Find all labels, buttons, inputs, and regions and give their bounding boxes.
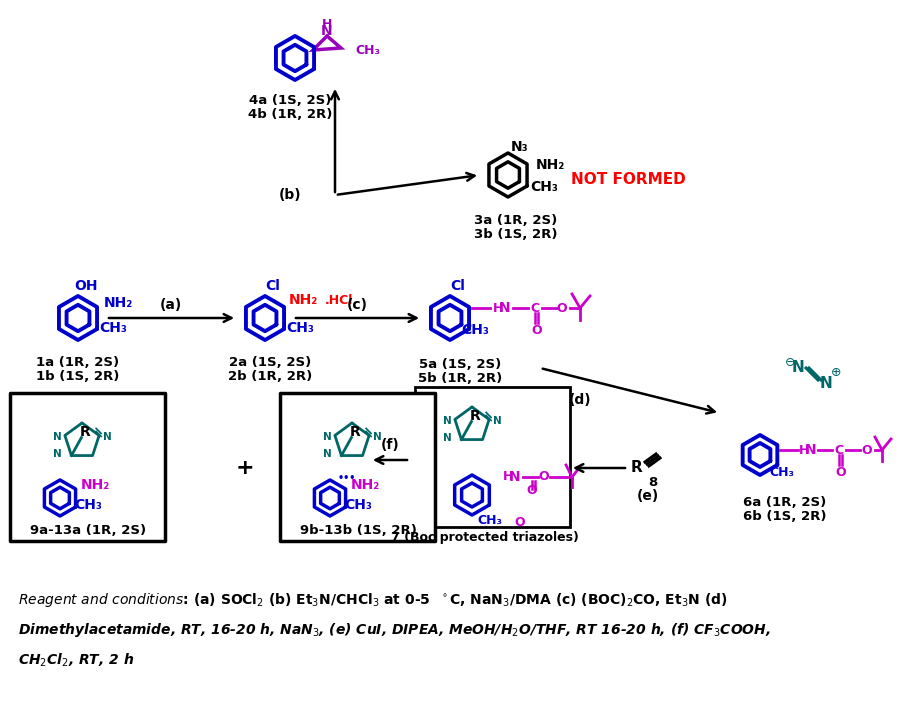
- Text: •••: •••: [338, 473, 356, 483]
- Text: 7 (Boc protected triazoles): 7 (Boc protected triazoles): [391, 530, 579, 543]
- Text: CH₃: CH₃: [478, 513, 502, 526]
- Text: Dimethylacetamide, RT, 16-20 h, NaN$_3$, (e) CuI, DIPEA, MeOH/H$_2$O/THF, RT 16-: Dimethylacetamide, RT, 16-20 h, NaN$_3$,…: [18, 621, 771, 639]
- Text: CH$_2$Cl$_2$, RT, 2 h: CH$_2$Cl$_2$, RT, 2 h: [18, 651, 135, 669]
- Text: N: N: [820, 376, 833, 391]
- Text: (f): (f): [381, 438, 399, 452]
- Text: N: N: [321, 24, 333, 38]
- Text: O: O: [539, 471, 549, 483]
- Text: O: O: [532, 324, 543, 337]
- Text: (b): (b): [279, 188, 301, 202]
- Text: 5a (1S, 2S): 5a (1S, 2S): [419, 357, 501, 371]
- Bar: [415, 387, 570, 527]
- Text: 5b (1R, 2R): 5b (1R, 2R): [418, 371, 502, 384]
- Text: O: O: [835, 466, 846, 478]
- Text: NH₂: NH₂: [288, 293, 318, 307]
- Text: (a): (a): [160, 298, 182, 312]
- Text: NOT FORMED: NOT FORMED: [571, 173, 685, 188]
- Text: C: C: [531, 302, 540, 314]
- Text: R: R: [470, 409, 480, 423]
- Text: O: O: [527, 485, 537, 498]
- Text: (c): (c): [347, 298, 368, 312]
- Text: (d): (d): [569, 393, 591, 407]
- Text: CH₃: CH₃: [770, 466, 794, 480]
- Text: 9b-13b (1S, 2R): 9b-13b (1S, 2R): [299, 525, 416, 538]
- Text: N: N: [805, 443, 817, 457]
- Text: NH₂: NH₂: [103, 296, 133, 310]
- Text: R: R: [350, 424, 361, 438]
- Text: Cl: Cl: [450, 279, 466, 293]
- Text: N: N: [323, 448, 331, 458]
- Text: 6a (1R, 2S): 6a (1R, 2S): [743, 496, 826, 510]
- Text: CH₃: CH₃: [344, 498, 371, 512]
- Text: (e): (e): [637, 489, 659, 503]
- Text: +: +: [236, 458, 254, 478]
- Text: H: H: [799, 443, 809, 456]
- Text: 6b (1S, 2R): 6b (1S, 2R): [743, 511, 827, 523]
- Text: H: H: [322, 18, 332, 31]
- Text: CH₃: CH₃: [355, 43, 380, 56]
- Text: Cl: Cl: [265, 279, 280, 293]
- Text: O: O: [862, 443, 872, 456]
- Text: N: N: [372, 433, 382, 443]
- Text: N: N: [791, 361, 804, 376]
- Text: R: R: [630, 461, 642, 476]
- Text: N₃: N₃: [511, 140, 529, 154]
- Text: CH₃: CH₃: [99, 321, 127, 335]
- Text: NH₂: NH₂: [81, 478, 110, 492]
- Text: N: N: [102, 433, 112, 443]
- Text: 3a (1R, 2S): 3a (1R, 2S): [474, 215, 557, 227]
- Bar: [280, 393, 435, 541]
- Text: 8: 8: [649, 476, 658, 488]
- Text: 2b (1R, 2R): 2b (1R, 2R): [228, 371, 312, 384]
- Text: N: N: [323, 433, 331, 443]
- Text: 2a (1S, 2S): 2a (1S, 2S): [229, 356, 311, 369]
- Text: .HCl: .HCl: [325, 294, 353, 307]
- Text: N: N: [443, 416, 451, 426]
- Text: OH: OH: [74, 279, 98, 293]
- Bar: [10, 393, 165, 541]
- Text: 4a (1S, 2S): 4a (1S, 2S): [249, 93, 331, 106]
- Text: N: N: [509, 470, 521, 484]
- Text: 9a-13a (1R, 2S): 9a-13a (1R, 2S): [30, 525, 146, 538]
- Text: N: N: [443, 433, 451, 443]
- Text: CH₃: CH₃: [461, 323, 489, 337]
- Text: ⊕: ⊕: [831, 366, 841, 379]
- Text: 3b (1S, 2R): 3b (1S, 2R): [474, 228, 558, 242]
- Text: $\it{Reagent\ and\ conditions}$: (a) SOCl$_2$ (b) Et$_3$N/CHCl$_3$ at 0-5  $^\ci: $\it{Reagent\ and\ conditions}$: (a) SOC…: [18, 591, 727, 609]
- Text: O: O: [556, 302, 567, 314]
- Text: C: C: [834, 443, 844, 456]
- Text: CH₃: CH₃: [530, 180, 558, 194]
- Text: CH₃: CH₃: [74, 498, 102, 512]
- Text: N: N: [492, 416, 501, 426]
- Text: H: H: [493, 302, 503, 314]
- Text: R: R: [80, 424, 91, 438]
- Text: NH₂: NH₂: [535, 158, 565, 172]
- Text: CH₃: CH₃: [286, 321, 314, 335]
- Text: N: N: [500, 301, 511, 315]
- Text: N: N: [53, 448, 61, 458]
- Text: 1b (1S, 2R): 1b (1S, 2R): [37, 371, 120, 384]
- Text: H: H: [503, 471, 513, 483]
- Text: ⊖: ⊖: [785, 356, 795, 369]
- Text: N: N: [53, 433, 61, 443]
- Text: NH₂: NH₂: [350, 478, 380, 492]
- Text: 4b (1R, 2R): 4b (1R, 2R): [248, 108, 332, 120]
- Text: O: O: [514, 516, 525, 530]
- Text: 1a (1R, 2S): 1a (1R, 2S): [37, 356, 120, 369]
